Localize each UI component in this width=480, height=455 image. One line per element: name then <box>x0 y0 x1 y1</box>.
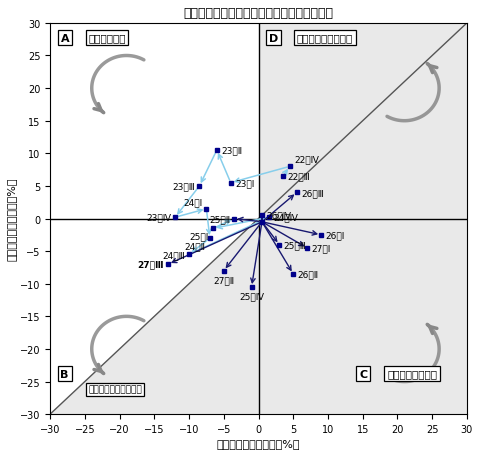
Text: 25年Ⅲ: 25年Ⅲ <box>284 241 306 249</box>
Text: 26年Ⅰ: 26年Ⅰ <box>325 231 345 240</box>
Polygon shape <box>50 219 259 414</box>
Text: 在庫積み増し局面: 在庫積み増し局面 <box>387 369 437 379</box>
Text: 27年Ⅰ: 27年Ⅰ <box>312 244 331 253</box>
Text: 在庫調整局面: 在庫調整局面 <box>88 34 126 44</box>
Text: 24年Ⅱ: 24年Ⅱ <box>185 241 206 250</box>
Y-axis label: 在庫指数前年同期比（%）: 在庫指数前年同期比（%） <box>7 177 17 261</box>
Text: B: B <box>60 369 69 379</box>
Text: 27年Ⅱ: 27年Ⅱ <box>213 275 234 284</box>
Text: A: A <box>60 34 69 44</box>
Text: 26年Ⅱ: 26年Ⅱ <box>298 270 319 279</box>
Text: 25年Ⅰ: 25年Ⅰ <box>190 232 209 241</box>
Text: 26年Ⅲ: 26年Ⅲ <box>301 188 324 197</box>
Text: D: D <box>269 34 278 44</box>
Polygon shape <box>259 24 467 219</box>
Text: 24年Ⅲ: 24年Ⅲ <box>162 250 185 259</box>
Text: 23年Ⅲ: 23年Ⅲ <box>172 182 195 191</box>
Title: 生産・在庫の関係と在庫局面（在庫循環図）: 生産・在庫の関係と在庫局面（在庫循環図） <box>183 7 334 20</box>
Text: 22年Ⅲ: 22年Ⅲ <box>287 172 310 181</box>
Text: 27年Ⅲ: 27年Ⅲ <box>137 260 164 269</box>
Text: C: C <box>359 369 367 379</box>
Text: 25年Ⅱ: 25年Ⅱ <box>209 215 230 223</box>
Text: 22年Ⅳ: 22年Ⅳ <box>294 155 319 164</box>
Text: 意図せざる在庫減局面: 意図せざる在庫減局面 <box>88 385 142 394</box>
Text: 24年Ⅰ: 24年Ⅰ <box>183 197 202 207</box>
Text: 26年Ⅳ: 26年Ⅳ <box>266 211 291 220</box>
Text: 23年Ⅳ: 23年Ⅳ <box>146 213 171 222</box>
Text: 23年Ⅰ: 23年Ⅰ <box>235 179 254 188</box>
Text: 23年Ⅱ: 23年Ⅱ <box>221 146 242 155</box>
Text: 24年Ⅳ: 24年Ⅳ <box>273 213 298 222</box>
Text: 在庫積み上がり局面: 在庫積み上がり局面 <box>297 34 353 44</box>
Text: 25年Ⅳ: 25年Ⅳ <box>239 292 264 300</box>
Polygon shape <box>259 219 467 414</box>
X-axis label: 生産指数前年同期比（%）: 生産指数前年同期比（%） <box>217 438 300 448</box>
